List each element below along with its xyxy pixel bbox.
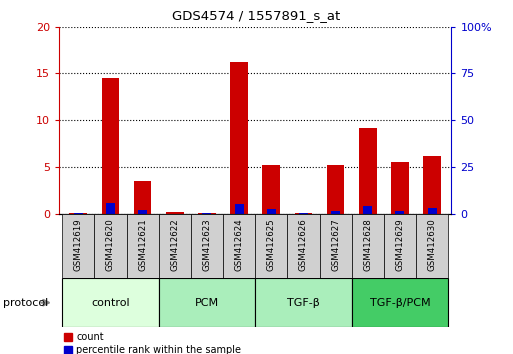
Text: GSM412626: GSM412626 [299, 218, 308, 271]
Bar [391, 162, 409, 214]
Bar [138, 210, 147, 214]
Text: GSM412629: GSM412629 [396, 218, 404, 271]
FancyBboxPatch shape [62, 214, 94, 278]
Text: GSM412621: GSM412621 [138, 218, 147, 271]
Text: GSM412625: GSM412625 [267, 218, 276, 271]
Bar [331, 211, 340, 214]
Bar [106, 202, 115, 214]
FancyBboxPatch shape [159, 278, 255, 327]
Bar [428, 209, 437, 214]
Text: GSM412630: GSM412630 [428, 218, 437, 271]
Bar [102, 78, 120, 214]
Bar [396, 211, 404, 214]
Text: GSM412624: GSM412624 [234, 218, 244, 271]
Bar [203, 213, 211, 214]
Text: GSM412627: GSM412627 [331, 218, 340, 271]
FancyBboxPatch shape [191, 214, 223, 278]
Bar [299, 213, 308, 214]
Bar [327, 165, 345, 214]
Bar [423, 156, 441, 214]
Bar [230, 62, 248, 214]
Bar [234, 204, 244, 214]
Bar [359, 128, 377, 214]
Text: GSM412620: GSM412620 [106, 218, 115, 271]
FancyBboxPatch shape [416, 214, 448, 278]
Bar [294, 213, 312, 214]
Bar [74, 213, 83, 214]
FancyBboxPatch shape [320, 214, 352, 278]
Text: protocol: protocol [3, 298, 48, 308]
Bar [170, 213, 180, 214]
Text: PCM: PCM [195, 298, 219, 308]
Text: TGF-β/PCM: TGF-β/PCM [370, 298, 430, 308]
Text: GDS4574 / 1557891_s_at: GDS4574 / 1557891_s_at [172, 9, 341, 22]
FancyBboxPatch shape [352, 278, 448, 327]
Text: control: control [91, 298, 130, 308]
FancyBboxPatch shape [223, 214, 255, 278]
FancyBboxPatch shape [384, 214, 416, 278]
Text: GSM412623: GSM412623 [203, 218, 211, 271]
Bar [166, 212, 184, 214]
FancyBboxPatch shape [255, 278, 352, 327]
FancyBboxPatch shape [352, 214, 384, 278]
Bar [134, 181, 151, 214]
FancyBboxPatch shape [62, 278, 159, 327]
Bar [198, 213, 216, 214]
Text: TGF-β: TGF-β [287, 298, 320, 308]
Legend: count, percentile rank within the sample: count, percentile rank within the sample [64, 332, 242, 354]
Text: GSM412622: GSM412622 [170, 218, 180, 271]
Bar [267, 209, 276, 214]
FancyBboxPatch shape [255, 214, 287, 278]
FancyBboxPatch shape [159, 214, 191, 278]
FancyBboxPatch shape [127, 214, 159, 278]
Bar [263, 165, 280, 214]
Bar [69, 213, 87, 214]
Text: GSM412619: GSM412619 [74, 218, 83, 271]
Text: GSM412628: GSM412628 [363, 218, 372, 271]
FancyBboxPatch shape [287, 214, 320, 278]
Bar [363, 206, 372, 214]
FancyBboxPatch shape [94, 214, 127, 278]
